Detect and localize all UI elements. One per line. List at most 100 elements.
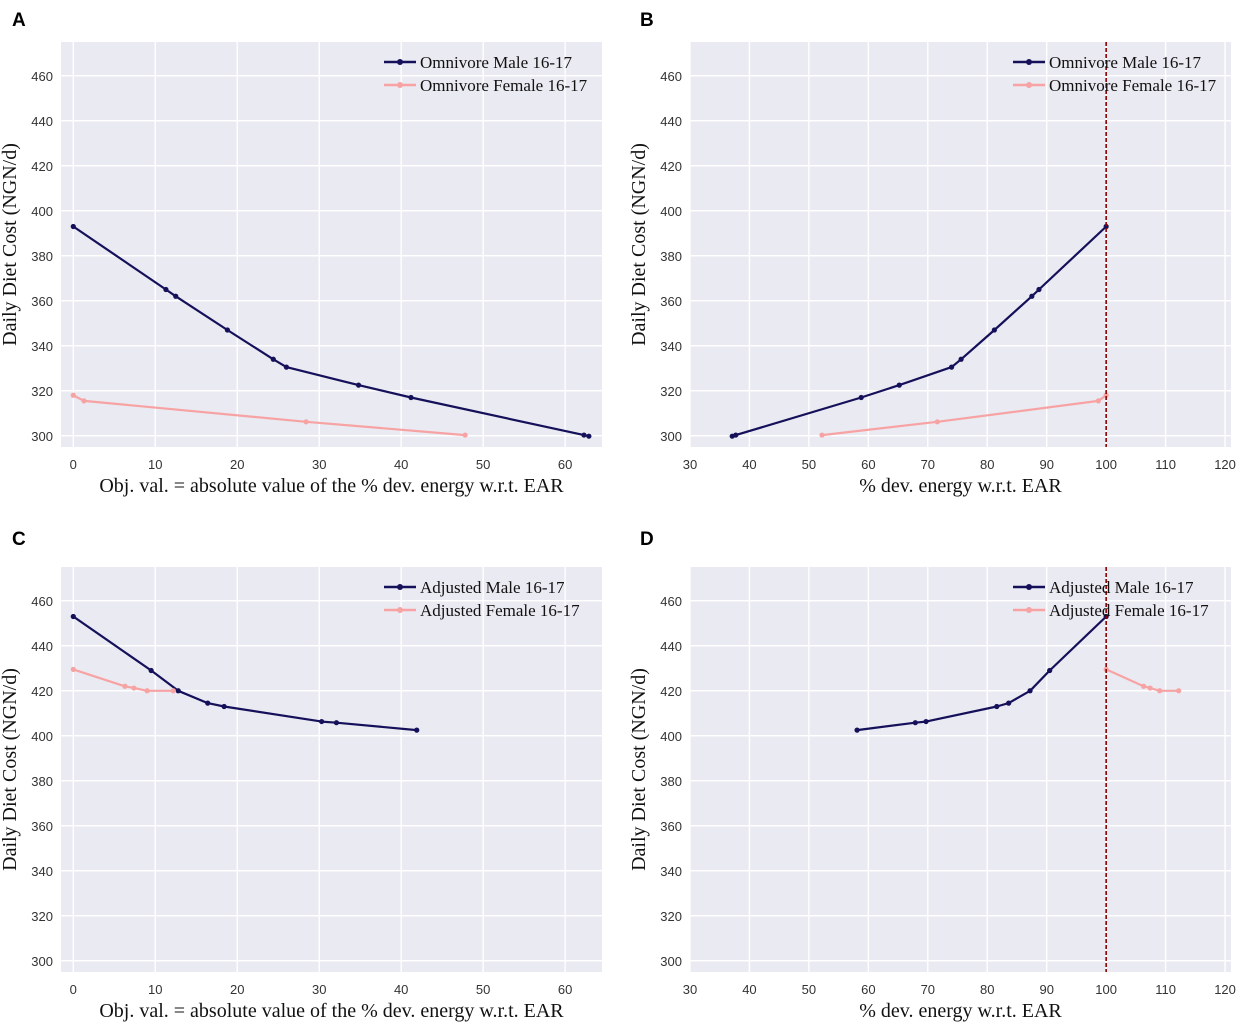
x-tick-label: 0: [70, 457, 77, 472]
y-tick-label: 460: [31, 69, 53, 84]
legend-label-male: Adjusted Male 16-17: [420, 578, 565, 597]
male-data-point: [1029, 293, 1035, 299]
x-tick-label: 10: [148, 457, 162, 472]
y-tick-label: 440: [31, 114, 53, 129]
x-tick-label: 80: [980, 982, 994, 997]
legend-marker-male: [397, 584, 403, 590]
panel-c: C 0 10 20 30 40 50 60 300 320 340 360 380 400 420 440 46…: [0, 529, 602, 1022]
x-tick-label: 90: [1039, 457, 1053, 472]
male-data-point: [283, 364, 290, 370]
y-tick-label: 320: [31, 909, 53, 924]
female-data-point: [1147, 685, 1153, 691]
x-axis-label: Obj. val. = absolute value of the % dev.…: [99, 475, 564, 497]
x-axis-label: % dev. energy w.r.t. EAR: [859, 475, 1062, 497]
male-data-point: [224, 327, 230, 333]
panel-letter: A: [12, 10, 26, 31]
y-tick-label: 400: [31, 204, 53, 219]
x-tick-label: 90: [1039, 982, 1053, 997]
y-tick-label: 400: [660, 729, 682, 744]
plot-background: [61, 42, 602, 447]
x-tick-label: 20: [230, 982, 244, 997]
male-series-line: [72, 225, 590, 438]
female-data-point: [934, 419, 940, 425]
male-data-point: [854, 727, 860, 733]
male-data-point: [948, 364, 955, 370]
x-tick-label: 30: [683, 982, 697, 997]
x-tick-label: 30: [312, 982, 326, 997]
x-tick-label: 60: [861, 457, 875, 472]
male-data-point: [994, 703, 1000, 710]
x-tick-label: 110: [1155, 982, 1176, 997]
x-tick-label: 70: [921, 982, 935, 997]
y-tick-label: 320: [660, 384, 682, 399]
y-tick-label: 420: [31, 684, 53, 699]
panel-b: B 30 40 50 60 70 80 90 100 110 120 300 320 340 360 380 4…: [628, 10, 1236, 497]
male-data-point: [991, 327, 997, 333]
y-tick-label: 420: [660, 159, 682, 174]
y-tick-label: 440: [660, 114, 682, 129]
male-data-point: [205, 700, 211, 706]
y-tick-label: 380: [31, 774, 53, 789]
male-data-point: [148, 667, 154, 674]
y-tick-label: 300: [660, 954, 682, 969]
female-data-point: [1176, 688, 1182, 694]
y-axis-label: Daily Diet Cost (NGN/d): [0, 668, 21, 871]
x-tick-label: 40: [742, 457, 756, 472]
male-data-point: [355, 382, 362, 388]
female-data-point: [70, 666, 76, 672]
male-data-point: [1036, 286, 1042, 293]
male-data-point: [270, 356, 276, 362]
male-data-point: [896, 382, 902, 388]
male-data-point: [733, 432, 739, 438]
x-tick-label: 60: [558, 982, 572, 997]
male-data-point: [175, 688, 181, 694]
y-tick-label: 360: [660, 294, 682, 309]
x-tick-label: 120: [1214, 457, 1236, 472]
female-data-point: [131, 685, 137, 691]
female-data-point: [1103, 392, 1109, 398]
x-axis-label: Obj. val. = absolute value of the % dev.…: [99, 1000, 564, 1022]
male-data-point: [70, 223, 76, 230]
male-data-point: [221, 703, 227, 710]
legend-marker-female: [1026, 82, 1032, 88]
panel-letter: C: [12, 529, 26, 550]
x-tick-label: 120: [1214, 982, 1236, 997]
legend-marker-female: [397, 82, 403, 88]
plot-background: [61, 567, 602, 972]
y-tick-label: 380: [660, 249, 682, 264]
female-data-point: [1141, 683, 1147, 689]
female-series-line: [821, 394, 1107, 437]
male-data-point: [1103, 223, 1109, 230]
y-tick-label: 460: [660, 594, 682, 609]
y-tick-label: 340: [660, 339, 682, 354]
x-tick-label: 10: [148, 982, 162, 997]
legend-marker-female: [1026, 607, 1032, 613]
y-tick-label: 460: [31, 594, 53, 609]
x-tick-label: 20: [230, 457, 244, 472]
female-data-point: [1095, 398, 1102, 404]
x-tick-label: 60: [558, 457, 572, 472]
y-tick-label: 420: [31, 159, 53, 174]
x-tick-label: 80: [980, 457, 994, 472]
y-tick-label: 360: [31, 819, 53, 834]
y-tick-label: 440: [31, 639, 53, 654]
male-data-point: [858, 394, 864, 401]
x-tick-label: 40: [742, 982, 756, 997]
female-data-point: [70, 392, 76, 398]
x-tick-label: 50: [476, 457, 490, 472]
y-tick-label: 380: [31, 249, 53, 264]
male-data-point: [414, 727, 420, 733]
y-tick-label: 380: [660, 774, 682, 789]
y-tick-label: 300: [660, 429, 682, 444]
legend-label-male: Adjusted Male 16-17: [1049, 578, 1194, 597]
male-data-point: [923, 718, 929, 725]
y-tick-label: 460: [660, 69, 682, 84]
y-tick-label: 400: [660, 204, 682, 219]
y-tick-label: 320: [31, 384, 53, 399]
female-data-point: [144, 688, 150, 694]
x-tick-label: 70: [921, 457, 935, 472]
male-data-point: [70, 613, 76, 620]
male-data-point: [173, 293, 179, 299]
male-data-point: [163, 286, 169, 293]
